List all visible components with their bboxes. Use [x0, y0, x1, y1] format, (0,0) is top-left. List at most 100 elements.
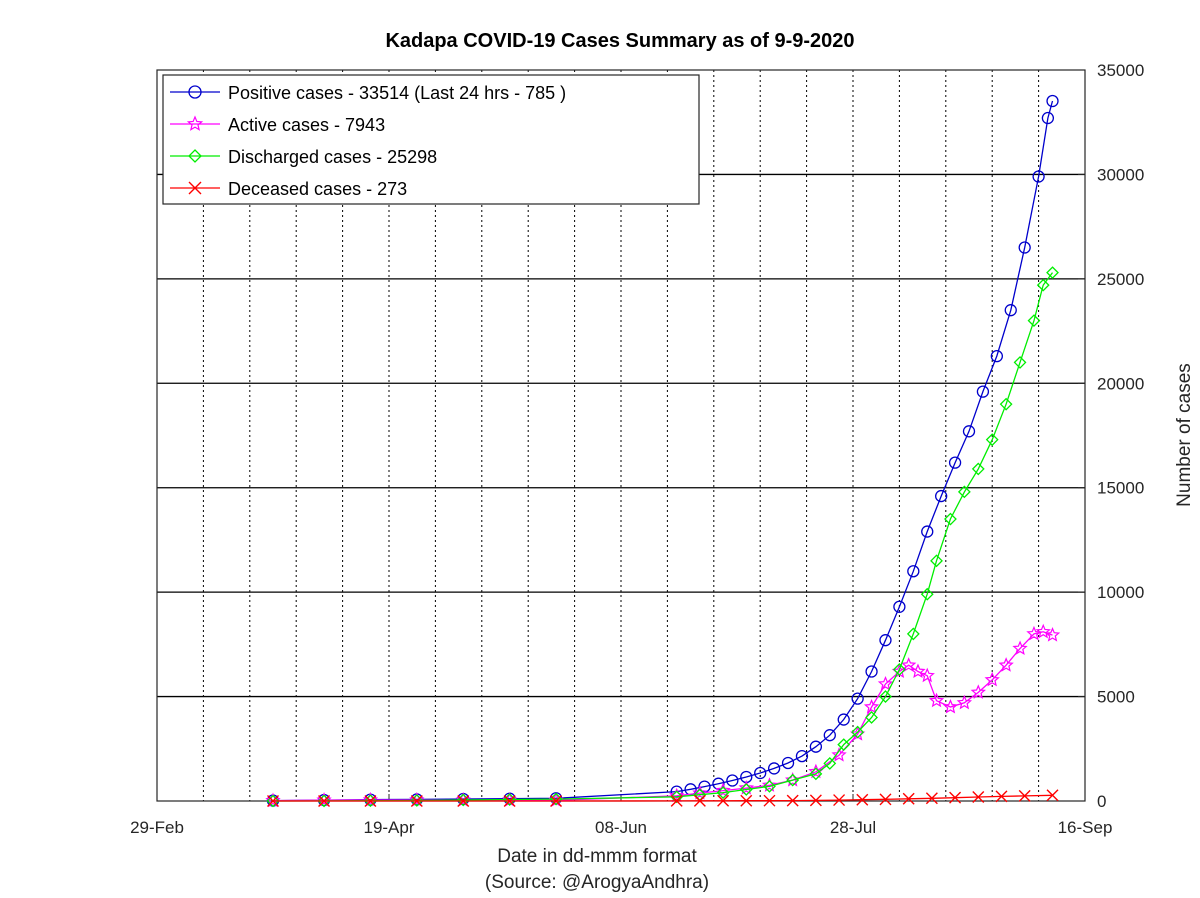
- data-point: [976, 385, 990, 398]
- series-line: [273, 794, 1053, 802]
- x-tick-label: 16-Sep: [1058, 818, 1113, 837]
- data-point: [266, 794, 280, 808]
- data-point: [942, 698, 959, 714]
- data-point: [1044, 627, 1061, 642]
- legend-label: Discharged cases - 25298: [228, 147, 437, 167]
- data-point: [809, 740, 823, 753]
- y-tick-label: 15000: [1097, 479, 1144, 498]
- data-point: [1046, 266, 1059, 280]
- series-line: [272, 272, 1054, 802]
- data-point: [267, 795, 279, 807]
- data-point: [962, 425, 976, 438]
- legend-box: [162, 74, 700, 205]
- data-point: [763, 794, 776, 807]
- data-point: [910, 663, 926, 679]
- legend-label: Positive cases - 33514 (Last 24 hrs - 78…: [228, 83, 566, 103]
- data-point: [410, 794, 424, 807]
- data-point: [716, 786, 730, 800]
- data-point: [1012, 640, 1028, 656]
- y-tick-label: 30000: [1097, 165, 1144, 184]
- data-point: [317, 794, 331, 808]
- data-point: [935, 489, 948, 503]
- y-tick-label: 10000: [1097, 583, 1144, 602]
- data-point: [795, 749, 809, 763]
- series-layer: [265, 94, 1061, 808]
- legend-label: Deceased cases - 273: [228, 179, 407, 199]
- data-point: [879, 634, 892, 647]
- data-point: [550, 795, 563, 807]
- data-point: [919, 667, 935, 683]
- data-point: [823, 729, 836, 742]
- data-point: [1013, 355, 1027, 369]
- data-point: [717, 794, 730, 807]
- data-point: [318, 795, 331, 807]
- data-point: [948, 456, 962, 469]
- y-tick-label: 35000: [1097, 61, 1144, 80]
- data-point: [851, 725, 865, 739]
- data-point: [856, 793, 869, 806]
- legend-entry: Active cases - 7943: [170, 115, 385, 135]
- data-point: [670, 794, 683, 807]
- data-point: [944, 512, 957, 526]
- x-axis-label: Date in dd-mmm format: [497, 846, 697, 867]
- data-point: [892, 663, 906, 676]
- data-point: [984, 671, 1000, 687]
- data-point: [999, 397, 1013, 411]
- data-point: [670, 790, 684, 804]
- data-point: [823, 756, 837, 770]
- data-point: [669, 787, 685, 803]
- data-point: [754, 766, 767, 780]
- data-point: [265, 792, 281, 808]
- data-point: [995, 790, 1008, 803]
- data-point: [715, 782, 731, 798]
- data-point: [1018, 789, 1031, 802]
- data-point: [893, 600, 906, 613]
- data-point: [1036, 278, 1050, 292]
- data-point: [1046, 789, 1059, 802]
- x-tick-label: 28-Jul: [830, 818, 876, 837]
- data-point: [364, 794, 377, 808]
- series-4: [267, 789, 1059, 807]
- data-point: [1032, 170, 1045, 183]
- data-point: [188, 149, 202, 163]
- data-point: [362, 791, 379, 807]
- legend-entry: Deceased cases - 273: [170, 179, 407, 199]
- series-line: [272, 631, 1053, 802]
- data-point: [837, 738, 851, 752]
- x-axis-ticks: 29-Feb 19-Apr 08-Jun 28-Jul 16-Sep: [130, 794, 1112, 837]
- data-point: [186, 115, 204, 131]
- data-point: [409, 791, 425, 807]
- legend: Positive cases - 33514 (Last 24 hrs - 78…: [162, 74, 700, 205]
- data-point: [738, 779, 754, 795]
- data-point: [865, 711, 878, 724]
- x-tick-label: 19-Apr: [363, 818, 414, 837]
- legend-entry: Discharged cases - 25298: [170, 147, 437, 167]
- data-point: [1046, 94, 1059, 108]
- y-axis-label: Number of cases: [1174, 363, 1195, 507]
- y-axis-ticks: 0 5000 10000 15000 20000 25000 30000 35000: [1078, 61, 1144, 811]
- data-point: [1018, 241, 1031, 254]
- data-point: [863, 698, 880, 714]
- data-point: [920, 587, 934, 601]
- data-point: [503, 795, 516, 807]
- x-tick-label: 29-Feb: [130, 818, 184, 837]
- data-point: [761, 777, 778, 792]
- series-line: [272, 100, 1054, 802]
- data-point: [837, 713, 850, 726]
- legend-label: Active cases - 7943: [228, 115, 385, 135]
- data-point: [906, 627, 920, 641]
- data-point: [316, 792, 332, 807]
- data-point: [188, 85, 202, 99]
- y-tick-label: 5000: [1097, 688, 1135, 707]
- legend-entry: Positive cases - 33514 (Last 24 hrs - 78…: [170, 83, 566, 103]
- data-point: [925, 792, 938, 805]
- data-point: [949, 791, 962, 804]
- data-point: [763, 779, 776, 793]
- data-point: [188, 181, 202, 195]
- data-point: [970, 684, 986, 699]
- data-point: [785, 772, 801, 787]
- data-point: [998, 657, 1014, 672]
- data-point: [767, 762, 781, 775]
- data-point: [410, 795, 423, 807]
